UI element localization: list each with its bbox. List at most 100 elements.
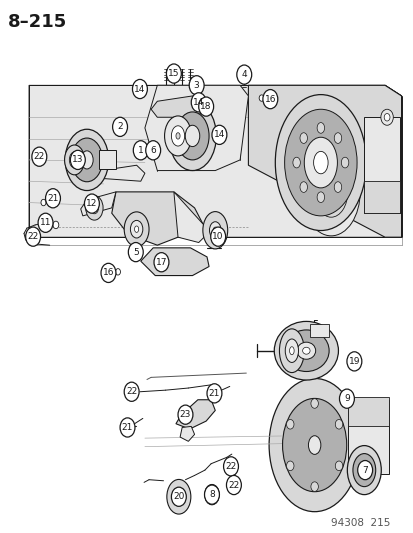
Text: 14: 14 xyxy=(134,85,145,93)
Ellipse shape xyxy=(53,221,59,229)
Ellipse shape xyxy=(316,123,324,133)
Ellipse shape xyxy=(304,137,337,188)
Text: 1: 1 xyxy=(138,146,143,155)
Circle shape xyxy=(189,76,204,95)
Circle shape xyxy=(236,65,251,84)
Circle shape xyxy=(120,418,135,437)
Bar xyxy=(363,117,399,213)
Circle shape xyxy=(154,253,169,272)
Circle shape xyxy=(32,147,47,166)
Text: 17: 17 xyxy=(155,258,167,266)
Circle shape xyxy=(191,93,206,112)
Polygon shape xyxy=(140,248,209,276)
Ellipse shape xyxy=(283,330,328,372)
Ellipse shape xyxy=(347,446,380,495)
Ellipse shape xyxy=(35,151,44,163)
Ellipse shape xyxy=(65,130,108,191)
Ellipse shape xyxy=(333,182,341,192)
Bar xyxy=(347,397,388,426)
Ellipse shape xyxy=(310,399,318,408)
Text: 8: 8 xyxy=(209,490,214,499)
Circle shape xyxy=(45,189,60,208)
Ellipse shape xyxy=(123,425,128,431)
Ellipse shape xyxy=(115,269,120,275)
Ellipse shape xyxy=(85,196,103,220)
Circle shape xyxy=(26,227,40,246)
Ellipse shape xyxy=(279,329,304,373)
Bar xyxy=(347,400,388,474)
Ellipse shape xyxy=(299,182,307,192)
Polygon shape xyxy=(248,85,401,237)
Ellipse shape xyxy=(333,133,341,143)
Ellipse shape xyxy=(301,148,359,236)
Ellipse shape xyxy=(90,202,98,214)
Ellipse shape xyxy=(335,461,342,471)
Ellipse shape xyxy=(335,419,342,429)
Circle shape xyxy=(128,243,143,262)
Ellipse shape xyxy=(204,484,219,505)
Bar xyxy=(310,324,328,337)
Ellipse shape xyxy=(286,461,293,471)
Ellipse shape xyxy=(36,233,40,239)
Ellipse shape xyxy=(285,339,298,362)
Text: 5: 5 xyxy=(133,248,138,256)
Ellipse shape xyxy=(284,109,356,216)
Ellipse shape xyxy=(227,462,234,471)
Text: 9: 9 xyxy=(343,394,349,403)
Ellipse shape xyxy=(69,152,79,168)
Ellipse shape xyxy=(209,222,221,239)
Ellipse shape xyxy=(286,419,293,429)
Ellipse shape xyxy=(313,151,327,174)
Circle shape xyxy=(112,117,127,136)
Circle shape xyxy=(211,125,226,144)
Circle shape xyxy=(132,79,147,99)
Circle shape xyxy=(133,141,148,160)
Text: 21: 21 xyxy=(121,423,133,432)
Circle shape xyxy=(198,97,213,116)
Circle shape xyxy=(101,263,116,282)
Ellipse shape xyxy=(122,425,127,431)
Circle shape xyxy=(84,194,99,213)
Ellipse shape xyxy=(81,151,93,169)
Ellipse shape xyxy=(171,126,184,146)
Circle shape xyxy=(262,90,277,109)
Ellipse shape xyxy=(64,145,84,175)
Polygon shape xyxy=(101,165,145,181)
Circle shape xyxy=(223,457,238,476)
Bar xyxy=(363,181,399,213)
Ellipse shape xyxy=(134,226,138,232)
Text: 14: 14 xyxy=(192,98,204,107)
Ellipse shape xyxy=(164,116,191,156)
Ellipse shape xyxy=(289,346,293,355)
Polygon shape xyxy=(145,85,248,171)
Ellipse shape xyxy=(209,391,214,398)
Ellipse shape xyxy=(230,481,236,489)
Polygon shape xyxy=(176,400,215,429)
Ellipse shape xyxy=(173,488,184,505)
Ellipse shape xyxy=(130,221,142,238)
Ellipse shape xyxy=(362,468,365,472)
Text: 6: 6 xyxy=(150,146,156,155)
Circle shape xyxy=(171,487,186,506)
Ellipse shape xyxy=(259,95,263,101)
Ellipse shape xyxy=(282,399,346,491)
Polygon shape xyxy=(173,192,211,243)
Ellipse shape xyxy=(185,125,199,147)
Ellipse shape xyxy=(41,199,46,206)
Ellipse shape xyxy=(359,463,368,477)
Circle shape xyxy=(226,475,241,495)
Text: 12: 12 xyxy=(86,199,97,208)
Circle shape xyxy=(339,389,354,408)
Ellipse shape xyxy=(71,138,102,182)
Text: 16: 16 xyxy=(264,95,275,103)
Text: 3: 3 xyxy=(193,81,199,90)
Ellipse shape xyxy=(176,112,209,160)
Ellipse shape xyxy=(124,212,149,247)
Text: 22: 22 xyxy=(126,387,137,396)
Ellipse shape xyxy=(176,133,180,139)
Text: 21: 21 xyxy=(47,194,59,203)
Ellipse shape xyxy=(210,492,213,497)
Ellipse shape xyxy=(310,482,318,491)
Ellipse shape xyxy=(380,109,392,125)
Ellipse shape xyxy=(275,95,366,230)
